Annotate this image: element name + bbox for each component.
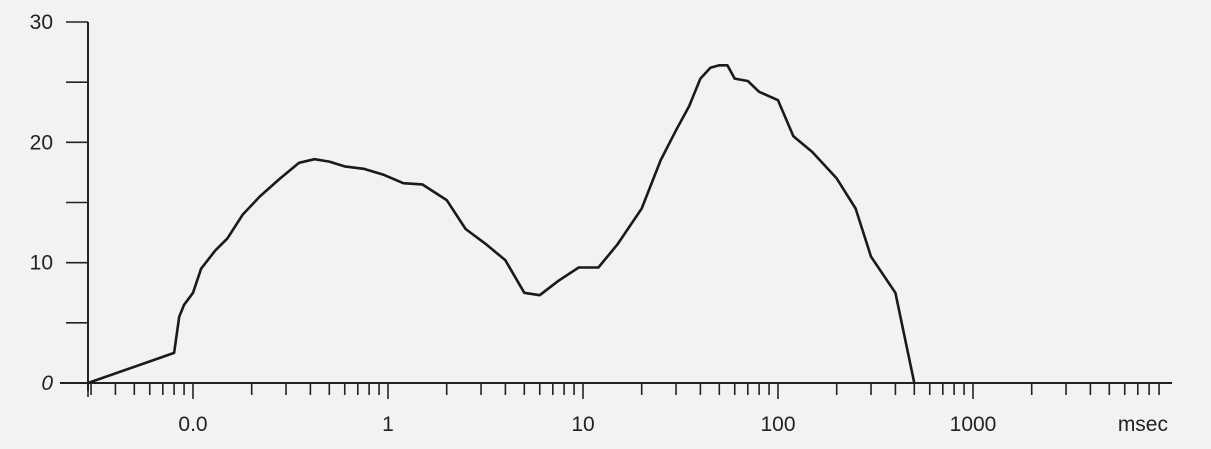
- y-tick-label: 10: [30, 252, 53, 275]
- y-tick-label: 20: [30, 131, 53, 154]
- series-line-0: [86, 64, 916, 385]
- x-tick-label: 100: [760, 413, 795, 436]
- y-tick-label: 30: [30, 11, 53, 34]
- x-unit-label: msec: [1118, 413, 1168, 436]
- x-tick-label: 10: [571, 413, 594, 436]
- x-tick-label: 0.0: [178, 413, 207, 436]
- x-tick-label: 1000: [950, 413, 997, 436]
- x-tick-label: 1: [382, 413, 394, 436]
- y-tick-label: 0: [41, 372, 53, 395]
